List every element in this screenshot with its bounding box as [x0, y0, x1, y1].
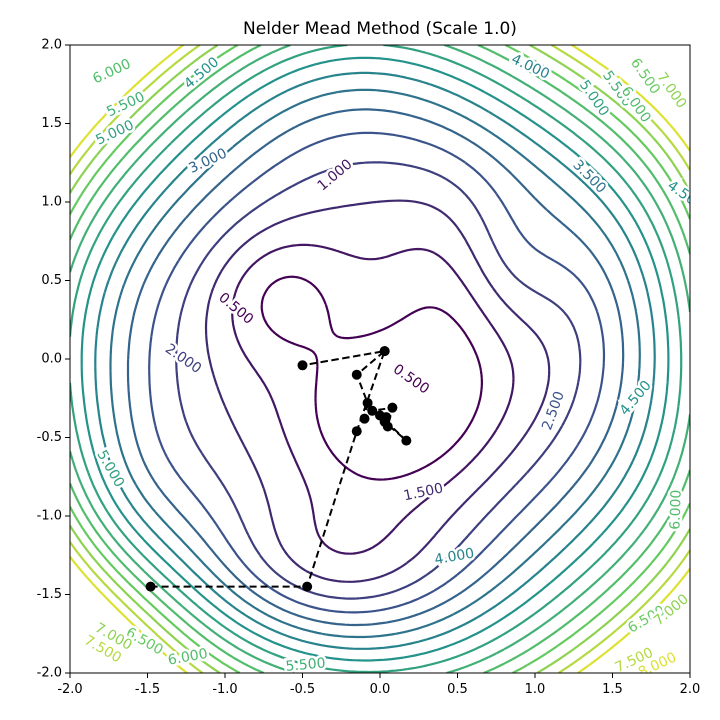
- contour-level: [80, 56, 670, 662]
- x-tick-label: -1.0: [212, 682, 237, 697]
- y-tick-label: 1.5: [41, 116, 62, 131]
- optimizer-point: [302, 581, 313, 592]
- optimizer-point: [359, 413, 370, 424]
- contour-level: [94, 71, 656, 650]
- contour-label: 2.500: [539, 389, 568, 432]
- contour-level: [109, 88, 641, 639]
- contour-label: 3.500: [569, 157, 609, 197]
- contour-level: [70, 45, 690, 673]
- chart-title: Nelder Mead Method (Scale 1.0): [243, 19, 517, 39]
- optimizer-point: [387, 402, 398, 413]
- contour-level: [70, 45, 690, 673]
- x-tick-label: -1.5: [135, 682, 160, 697]
- contour-level: [204, 199, 551, 583]
- optimizer-point: [297, 360, 308, 371]
- contour-label: 6.000: [90, 56, 133, 87]
- contour-level: [175, 161, 582, 600]
- contour-level: [70, 45, 690, 673]
- contour-label: 2.000: [162, 341, 204, 377]
- optimizer-point: [145, 581, 156, 592]
- contour-level: [70, 45, 690, 673]
- axes-frame: [69, 44, 691, 674]
- contour-level: [231, 243, 515, 555]
- x-tick-label: 2.0: [680, 682, 701, 697]
- contour-level: [70, 45, 690, 673]
- optimizer-point: [367, 405, 378, 416]
- x-tick-label: -0.5: [290, 682, 315, 697]
- optimizer-point: [381, 412, 392, 423]
- optimizer-path-line: [150, 349, 407, 588]
- y-tick-label: 0.5: [41, 273, 62, 288]
- y-axis: -2.0 -1.5 -1.0 -0.5 0.0 0.5 1.0 1.5 2.0: [37, 38, 70, 681]
- x-tick-label: 1.5: [602, 682, 623, 697]
- optimizer-point: [362, 397, 373, 408]
- optimizer-point: [379, 346, 390, 357]
- contour-level: [70, 45, 683, 673]
- optimizer-path: [145, 346, 412, 592]
- optimizer-point: [401, 435, 412, 446]
- contour-level: [70, 45, 690, 673]
- contour-lines: [70, 45, 690, 673]
- y-tick-label: -2.0: [37, 666, 62, 681]
- y-tick-label: -1.0: [37, 509, 62, 524]
- contour-label: 1.000: [315, 156, 356, 194]
- contour-label: 0.500: [390, 361, 432, 397]
- y-tick-label: 2.0: [41, 38, 62, 53]
- contour-label: 6.000: [667, 489, 684, 530]
- optimizer-point: [351, 426, 362, 437]
- y-tick-label: 1.0: [41, 195, 62, 210]
- contour-label: 0.500: [215, 290, 256, 328]
- x-tick-label: 0.0: [370, 682, 391, 697]
- x-tick-label: -2.0: [57, 682, 82, 697]
- contour-label: 5.500: [285, 655, 326, 674]
- x-tick-label: 0.5: [447, 682, 468, 697]
- optimizer-point: [351, 369, 362, 380]
- contour-level: [126, 108, 625, 627]
- contour-level: [148, 131, 606, 614]
- y-tick-label: -1.5: [37, 587, 62, 602]
- contour-level: [260, 275, 483, 481]
- x-axis: -2.0 -1.5 -1.0 -0.5 0.0 0.5 1.0 1.5 2.0: [57, 673, 700, 697]
- y-tick-label: 0.0: [41, 352, 62, 367]
- y-tick-label: -0.5: [37, 430, 62, 445]
- contour-label: 3.000: [186, 145, 229, 176]
- x-tick-label: 1.0: [525, 682, 546, 697]
